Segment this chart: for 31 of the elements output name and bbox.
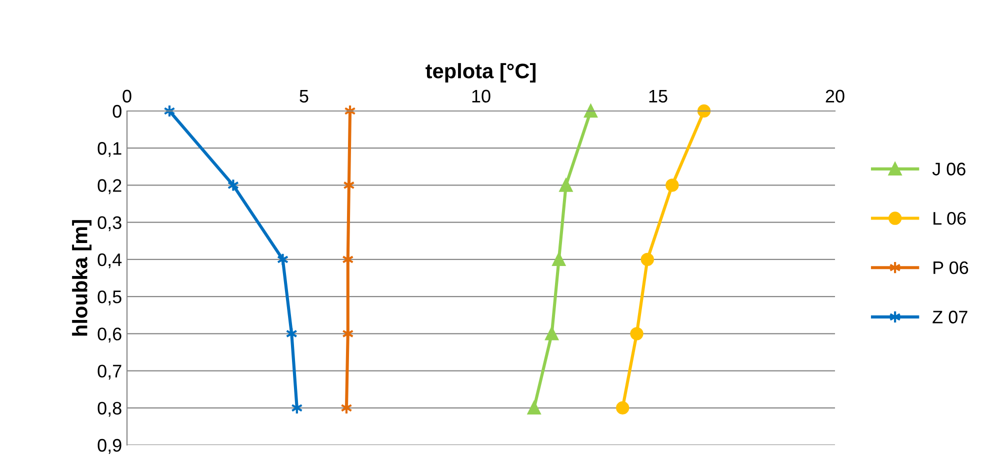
point [545, 327, 558, 340]
y-tick-label: 0,8 [98, 402, 122, 417]
point [584, 104, 598, 118]
y-axis-title: hloubka [m] [72, 220, 92, 336]
point [559, 178, 573, 192]
x-axis-title: teplota [°C] [426, 63, 536, 83]
y-tick-label: 0,9 [98, 438, 122, 454]
y-tick-label: 0,1 [98, 142, 122, 157]
y-tick-label: 0,4 [98, 253, 122, 268]
point [697, 104, 711, 118]
point [552, 252, 566, 266]
point [630, 327, 644, 340]
point [528, 401, 541, 414]
y-tick-label: 0,5 [98, 290, 122, 306]
y-tick-label: 0,6 [98, 328, 122, 343]
point [640, 252, 654, 266]
y-tick-label: 0,7 [98, 364, 122, 380]
point [616, 401, 630, 414]
legend-label: Z 07 [932, 310, 968, 324]
x-tick-label: 5 [300, 90, 308, 103]
legend-label: L 06 [934, 212, 966, 225]
x-tick-label: 10 [472, 90, 490, 103]
x-tick-label: 20 [826, 90, 844, 103]
x-tick-label: 0 [122, 90, 132, 103]
legend-label: J 06 [932, 162, 966, 176]
y-tick-label: 0,2 [98, 179, 122, 194]
y-tick-label: 0,3 [98, 216, 122, 232]
y-tick-label: 0 [112, 104, 122, 118]
x-tick-label: 15 [649, 90, 668, 103]
legend-label: P 06 [934, 261, 968, 274]
point [666, 178, 679, 192]
